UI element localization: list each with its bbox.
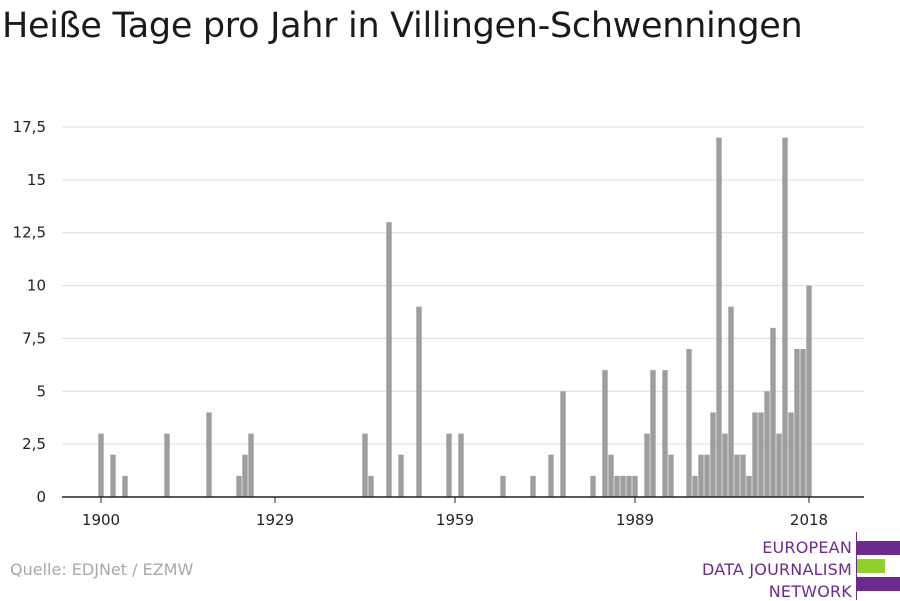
bar [206, 412, 212, 497]
chart-title: Heiße Tage pro Jahr in Villingen-Schwenn… [2, 6, 803, 46]
bar [416, 306, 422, 497]
bar [248, 433, 254, 497]
bar [632, 475, 638, 497]
bar [770, 327, 776, 497]
bar [236, 475, 242, 497]
y-axis: 0 2,5 5 7,5 10 12,5 15 17,5 [13, 118, 46, 506]
bar [734, 454, 740, 497]
bar [758, 412, 764, 497]
bar [368, 475, 374, 497]
bar [698, 454, 704, 497]
y-tick-label: 2,5 [22, 435, 46, 453]
bar [458, 433, 464, 497]
bar [164, 433, 170, 497]
bar [602, 370, 608, 497]
bar [548, 454, 554, 497]
bar [710, 412, 716, 497]
bar [776, 433, 782, 497]
x-axis: 1900 1929 1959 1989 2018 [62, 496, 864, 529]
bar [122, 475, 128, 497]
bar [362, 433, 368, 497]
bar [716, 137, 722, 497]
bar [608, 454, 614, 497]
logo-divider [856, 532, 857, 600]
y-tick-label: 10 [27, 277, 46, 295]
bar [530, 475, 536, 497]
y-tick-label: 12,5 [13, 224, 46, 242]
bar [728, 306, 734, 497]
bar [398, 454, 404, 497]
logo-line-3: NETWORK [768, 582, 852, 601]
x-tick-label: 2018 [790, 511, 828, 529]
bar [764, 391, 770, 497]
y-tick-label: 0 [36, 488, 46, 506]
bar [692, 475, 698, 497]
bar [794, 349, 800, 497]
bar [722, 433, 728, 497]
bar [614, 475, 620, 497]
bar [704, 454, 710, 497]
x-tick-label: 1929 [256, 511, 294, 529]
bar [686, 349, 692, 497]
bar [788, 412, 794, 497]
bar [752, 412, 758, 497]
bar [746, 475, 752, 497]
grid-lines [62, 126, 864, 445]
bar [806, 285, 812, 497]
x-tick-label: 1959 [436, 511, 474, 529]
bar [650, 370, 656, 497]
bar [782, 137, 788, 497]
logo-line-2: DATA JOURNALISM [702, 560, 852, 579]
bar [98, 433, 104, 497]
bars [98, 137, 812, 497]
y-tick-label: 7,5 [22, 329, 46, 347]
y-tick-label: 5 [36, 382, 46, 400]
logo-bar-green [857, 559, 885, 573]
bar [110, 454, 116, 497]
bar [500, 475, 506, 497]
x-tick-label: 1989 [616, 511, 654, 529]
bar [446, 433, 452, 497]
bar [626, 475, 632, 497]
bar [668, 454, 674, 497]
bar [242, 454, 248, 497]
bar [620, 475, 626, 497]
logo-bar-purple-bottom [857, 577, 900, 591]
bar [644, 433, 650, 497]
bar [560, 391, 566, 497]
bar [800, 349, 806, 497]
x-tick-label: 1900 [82, 511, 120, 529]
bar [740, 454, 746, 497]
logo-bar-purple-top [857, 541, 900, 555]
bar [590, 475, 596, 497]
edjnet-logo: EUROPEAN DATA JOURNALISM NETWORK [700, 532, 900, 601]
bar [386, 222, 392, 497]
logo-line-1: EUROPEAN [762, 538, 852, 557]
y-tick-label: 17,5 [13, 118, 46, 136]
y-tick-label: 15 [27, 171, 46, 189]
source-label: Quelle: EDJNet / EZMW [10, 560, 194, 579]
bar [662, 370, 668, 497]
